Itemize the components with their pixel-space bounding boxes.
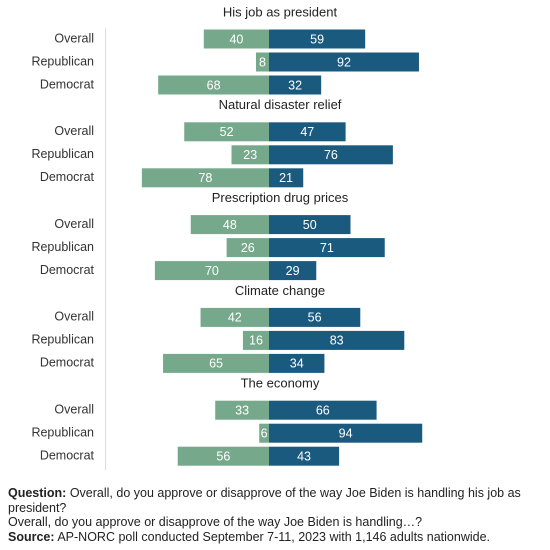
value-label: 16 (249, 334, 263, 348)
row-label: Democrat (40, 448, 95, 462)
bar (269, 261, 317, 281)
value-label: 83 (330, 334, 344, 348)
value-label: 33 (235, 403, 249, 417)
bar (190, 215, 269, 235)
question-text: Overall, do you approve or disapprove of… (8, 515, 423, 530)
bar (269, 238, 385, 258)
row-label: Republican (31, 333, 94, 347)
question: Question: Overall, do you approve or dis… (8, 486, 538, 515)
row-label: Overall (54, 402, 94, 416)
bar (269, 145, 393, 165)
row-label: Democrat (40, 170, 95, 184)
value-label: 26 (241, 241, 255, 255)
bar (215, 400, 269, 420)
bar (231, 145, 269, 165)
bar (269, 75, 322, 95)
panel-title: The economy (241, 376, 320, 391)
row-label: Republican (31, 54, 94, 68)
source-text: AP-NORC poll conducted September 7-11, 2… (57, 529, 491, 544)
value-label: 8 (259, 55, 266, 69)
bar (141, 168, 269, 188)
bar (269, 29, 366, 49)
bar (226, 238, 269, 258)
question-label: Question: (8, 486, 67, 500)
panel-title: Natural disaster relief (219, 97, 342, 112)
panel-title: Climate change (235, 283, 325, 298)
row-label: Republican (31, 425, 94, 439)
bar (255, 52, 269, 72)
value-label: 65 (209, 357, 223, 371)
chart: His job as president Overall 40 59 Republica… (31, 4, 423, 470)
value-label: 29 (286, 264, 300, 278)
bar (163, 353, 269, 373)
value-label: 48 (223, 218, 237, 232)
bar (269, 168, 304, 188)
value-label: 47 (300, 125, 314, 139)
value-label: 43 (297, 449, 311, 463)
value-label: 70 (205, 264, 219, 278)
value-label: 68 (207, 78, 221, 92)
value-label: 71 (320, 241, 334, 255)
value-label: 52 (220, 125, 234, 139)
value-label: 6 (261, 426, 268, 440)
panel-title: Prescription drug prices (212, 190, 349, 205)
value-label: 56 (216, 449, 230, 463)
value-label: 59 (310, 32, 324, 46)
value-label: 76 (324, 148, 338, 162)
bar (269, 400, 377, 420)
bar (269, 330, 405, 350)
bar (177, 446, 269, 466)
bar (269, 122, 346, 142)
bar (203, 29, 269, 49)
source: Source: AP-NORC poll conducted September… (8, 530, 538, 545)
row-label: Overall (54, 31, 94, 45)
bar (269, 215, 351, 235)
bar (269, 353, 325, 373)
row-label: Republican (31, 147, 94, 161)
bar (269, 446, 340, 466)
value-label: 94 (339, 426, 353, 440)
question-text: Overall, do you approve or disapprove of… (8, 486, 521, 515)
row-label: Democrat (40, 77, 95, 91)
panel-title: His job as president (223, 4, 338, 19)
notes: Question: Overall, do you approve or dis… (8, 486, 538, 544)
value-label: 42 (228, 311, 242, 325)
source-label: Source: (8, 529, 55, 544)
row-label: Overall (54, 217, 94, 231)
row-label: Republican (31, 240, 94, 254)
bar (269, 307, 361, 327)
value-label: 78 (198, 171, 212, 185)
bar (242, 330, 269, 350)
value-label: 32 (288, 78, 302, 92)
row-label: Overall (54, 124, 94, 138)
value-label: 56 (308, 311, 322, 325)
value-label: 50 (303, 218, 317, 232)
value-label: 66 (316, 403, 330, 417)
row-label: Democrat (40, 263, 95, 277)
value-label: 34 (290, 357, 304, 371)
row-label: Democrat (40, 356, 95, 370)
row-label: Overall (54, 310, 94, 324)
bar (200, 307, 269, 327)
bar (154, 261, 269, 281)
value-label: 23 (243, 148, 257, 162)
value-label: 92 (337, 55, 351, 69)
bar (184, 122, 269, 142)
bar (158, 75, 269, 95)
bar (259, 423, 269, 443)
bar (269, 52, 419, 72)
value-label: 21 (279, 171, 293, 185)
value-label: 40 (229, 32, 243, 46)
bar (269, 423, 423, 443)
